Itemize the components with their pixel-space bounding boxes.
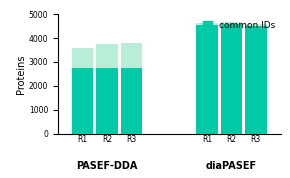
- Legend: common IDs: common IDs: [202, 19, 277, 31]
- Bar: [221, 22, 242, 134]
- Bar: [221, 25, 242, 134]
- Bar: [196, 23, 218, 134]
- Bar: [121, 68, 142, 134]
- Y-axis label: Proteins: Proteins: [16, 54, 26, 94]
- Text: PASEF-DDA: PASEF-DDA: [76, 161, 138, 171]
- Bar: [72, 48, 93, 134]
- Bar: [96, 44, 118, 134]
- Bar: [96, 68, 118, 134]
- Bar: [245, 26, 267, 134]
- Text: diaPASEF: diaPASEF: [206, 161, 257, 171]
- Bar: [121, 43, 142, 134]
- Bar: [196, 25, 218, 134]
- Bar: [72, 68, 93, 134]
- Bar: [245, 24, 267, 134]
